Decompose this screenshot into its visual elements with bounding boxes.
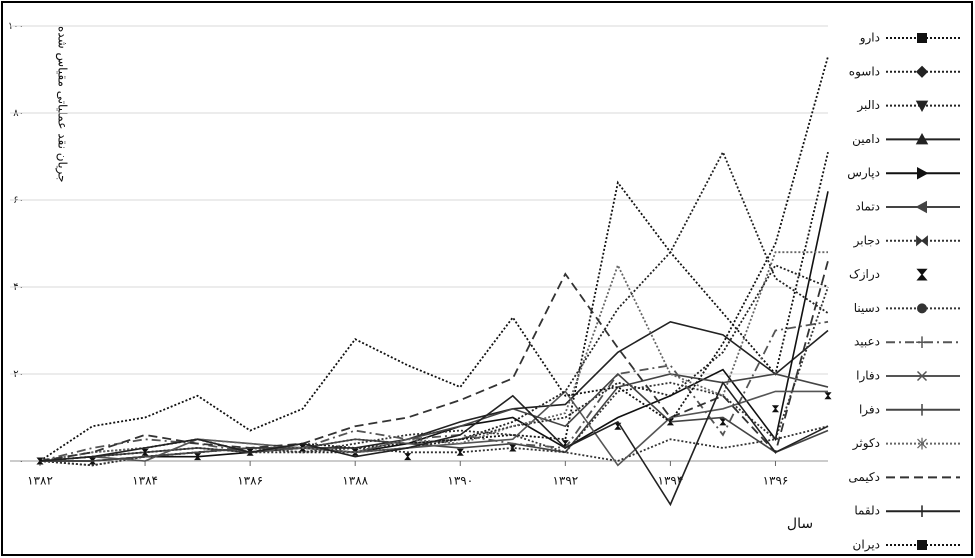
marker xyxy=(915,200,927,214)
series-line xyxy=(40,191,829,462)
x-axis-title: سال xyxy=(787,516,813,532)
marker xyxy=(509,444,517,452)
legend-item: دپارس xyxy=(847,166,960,181)
marker xyxy=(404,453,412,461)
marker xyxy=(917,33,927,43)
legend-label: دارو xyxy=(859,31,880,46)
marker xyxy=(916,403,928,416)
marker xyxy=(917,437,927,450)
legend-item: دکیمی xyxy=(848,470,960,484)
legend-item: دیران xyxy=(853,538,960,553)
marker xyxy=(915,65,929,78)
marker xyxy=(916,370,928,382)
legend-label: دتماد xyxy=(855,200,880,214)
legend-item: دسینا xyxy=(854,301,960,315)
marker xyxy=(916,268,928,281)
legend-label: دپارس xyxy=(847,166,880,181)
legend-label: دلقما xyxy=(854,504,880,518)
marker xyxy=(917,166,929,180)
legend-label: دامین xyxy=(852,132,880,147)
series-line xyxy=(39,390,828,467)
legend-item: دکوثر xyxy=(852,436,960,451)
marker xyxy=(916,505,928,518)
legend-label: دالبر xyxy=(856,98,880,113)
legend-label: دجابر xyxy=(853,233,880,248)
legend-item: دفرا xyxy=(859,402,960,417)
legend-item: دلقما xyxy=(854,504,960,518)
series-line xyxy=(39,151,829,462)
series-line xyxy=(39,56,829,462)
legend-label: دکوثر xyxy=(852,436,880,451)
legend-item: دفارا xyxy=(856,369,960,384)
marker xyxy=(194,453,202,461)
marker xyxy=(916,336,928,349)
x-tick-label: ۱۳۸۴ xyxy=(132,474,158,488)
marker xyxy=(915,100,929,113)
x-tick-label: ۱۳۸۲ xyxy=(27,474,53,488)
series-line xyxy=(40,372,829,462)
x-tick-label: ۱۳۸۸ xyxy=(342,474,368,488)
series-line xyxy=(39,381,829,507)
y-axis-title: جریان نقد عملیاتی مقیاس شده xyxy=(55,26,70,183)
grid: ۰۲۰۴۰۶۰۸۰۱۰۰۱۳۸۲۱۳۸۴۱۳۸۶۱۳۸۸۱۳۹۰۱۳۹۲۱۳۹۴… xyxy=(8,21,828,488)
legend-label: دفرا xyxy=(859,402,880,417)
legend-label: دکیمی xyxy=(848,470,880,484)
legend-item: دامین xyxy=(852,132,960,147)
marker xyxy=(141,448,149,456)
marker xyxy=(917,540,927,550)
legend-label: دعبید xyxy=(854,335,880,349)
marker xyxy=(719,418,727,426)
x-tick-label: ۱۳۹۶ xyxy=(763,474,789,488)
legend-label: داسوه xyxy=(849,64,880,79)
legend-item: دارو xyxy=(859,31,960,46)
x-tick-label: ۱۳۹۲ xyxy=(552,474,578,488)
x-tick-label: ۱۳۹۰ xyxy=(447,474,473,488)
series-line xyxy=(39,251,828,462)
legend-item: دالبر xyxy=(856,98,960,113)
legend-label: درازک xyxy=(849,267,880,282)
legend-label: دسینا xyxy=(854,301,880,315)
marker xyxy=(915,132,929,145)
legend-item: دجابر xyxy=(853,233,960,248)
marker xyxy=(916,235,928,247)
marker xyxy=(456,448,464,456)
legend-label: دفارا xyxy=(856,369,880,384)
legend: دارو داسوه دالبر دامین دپارس دتماد دجابر درازک د… xyxy=(847,31,960,553)
plot-area xyxy=(36,56,832,507)
x-tick-label: ۱۳۹۴ xyxy=(658,474,684,488)
legend-item: درازک xyxy=(849,267,928,282)
legend-item: دعبید xyxy=(854,335,960,349)
marker xyxy=(771,405,780,413)
legend-label: دیران xyxy=(853,538,880,553)
legend-item: دتماد xyxy=(855,200,960,214)
marker xyxy=(917,303,927,314)
x-tick-label: ۱۳۸۶ xyxy=(237,474,263,488)
legend-item: داسوه xyxy=(849,64,960,79)
series-line xyxy=(39,320,829,462)
marker xyxy=(824,392,832,400)
